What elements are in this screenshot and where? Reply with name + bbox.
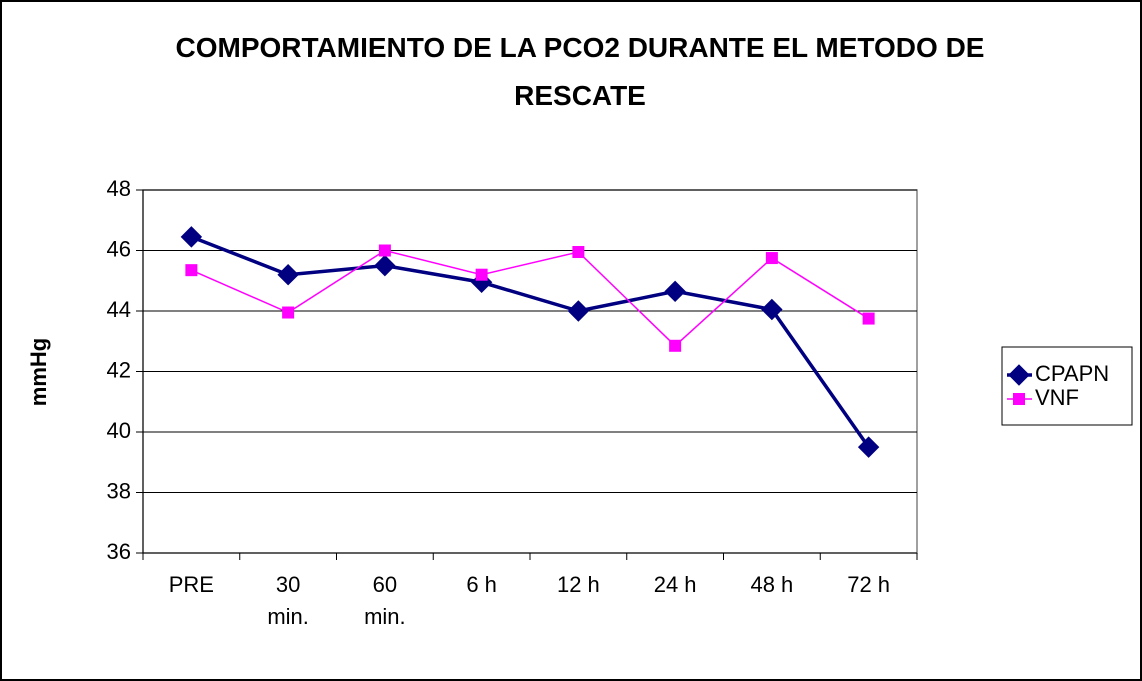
y-axis-label: mmHg [26,338,51,406]
x-tick-label: 12 h [557,572,600,597]
data-point [572,246,585,259]
legend-marker [1013,393,1025,405]
x-tick-label: 48 h [750,572,793,597]
x-tick-label: PRE [169,572,214,597]
data-point [669,339,682,352]
data-point [862,312,875,325]
x-tick-label: 24 h [654,572,697,597]
data-point [374,254,396,277]
y-tick-label: 46 [107,236,131,261]
legend-label: CPAPN [1035,361,1109,386]
y-tick-label: 42 [107,357,131,382]
legend-label: VNF [1035,385,1079,410]
y-tick-label: 40 [107,418,131,443]
data-point [765,252,778,265]
data-point [277,263,299,286]
x-tick-label: 72 h [847,572,890,597]
data-point [857,436,880,458]
legend-marker [1008,364,1030,386]
data-point [475,268,488,281]
data-point [185,264,198,277]
legend [1001,346,1133,426]
x-tick-label: 30 min. [267,572,309,629]
series-line [191,249,870,347]
data-point [180,226,203,248]
data-point [664,280,686,303]
y-tick-label: 44 [107,297,131,322]
data-point [378,244,391,257]
y-tick-label: 38 [107,478,131,503]
x-tick-label: 60 min. [364,572,406,629]
y-tick-label: 36 [107,539,131,564]
chart-title: COMPORTAMIENTO DE LA PCO2 DURANTE EL MET… [176,32,985,111]
series-line [190,235,871,449]
x-tick-label: 6 h [466,572,497,597]
data-point [282,306,295,319]
data-point [567,300,590,322]
data-point [761,298,783,321]
y-tick-label: 48 [107,176,131,201]
